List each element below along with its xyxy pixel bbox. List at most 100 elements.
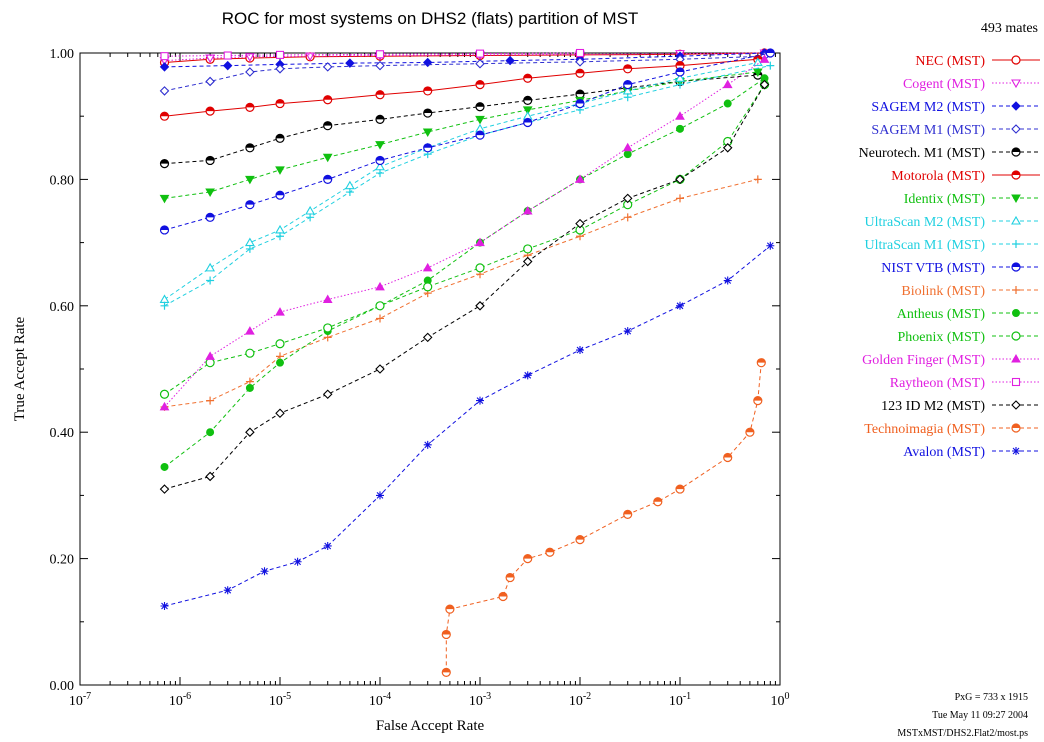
series-line [164,55,765,92]
data-point [723,99,732,108]
data-point [1011,170,1021,180]
data-point [376,314,384,323]
data-point [275,64,285,74]
data-point [523,73,533,83]
data-point [575,57,585,67]
data-point [1011,423,1021,433]
legend-label: Cogent (MST) [903,77,985,92]
data-point [675,484,685,494]
legend-item: 123 ID M2 (MST) [881,399,1040,414]
x-tick-label: 10-4 [369,691,391,709]
data-point [575,89,585,99]
data-point [575,48,585,58]
data-point [206,276,215,285]
data-point [523,95,533,106]
data-point [423,282,433,292]
legend-item: SAGEM M1 (MST) [871,123,1040,138]
data-point [1011,377,1021,387]
data-point [1012,240,1020,248]
data-point [766,241,775,250]
series-line [164,71,758,199]
legend-label: Raytheon (MST) [890,376,986,391]
data-point [206,396,215,405]
data-point [159,225,170,235]
legend-label: Motorola (MST) [891,169,985,184]
data-point [445,604,455,614]
data-point [275,166,285,175]
data-point [275,339,285,349]
data-point [1012,447,1020,455]
data-point [275,408,285,419]
data-point [159,401,170,411]
data-point [293,557,302,566]
chart-title: ROC for most systems on DHS2 (flats) par… [222,9,639,28]
legend-item: Motorola (MST) [891,169,1040,184]
data-point [344,180,355,190]
corner-note: 493 mates [981,21,1038,36]
data-point [205,212,215,222]
data-point [1011,101,1021,111]
data-point [723,452,733,463]
data-point [323,323,333,333]
data-point [205,155,215,166]
series-layer [159,48,775,677]
data-point [1011,194,1021,204]
data-point [205,262,216,272]
data-point [376,491,384,500]
data-point [575,218,585,229]
data-point [475,263,485,273]
data-point [1011,262,1021,272]
series-group [159,70,763,169]
data-point [245,244,254,253]
data-point [245,348,255,358]
data-point [323,121,333,131]
y-tick-label: 0.60 [50,300,75,315]
legend-label: Phoenix (MST) [898,330,986,345]
data-point [676,80,684,89]
x-axis-label: False Accept Rate [376,718,485,734]
data-point [675,67,685,77]
data-point [376,169,384,178]
footer-line-1: PxG = 733 x 1915 [955,692,1028,703]
data-point [423,108,433,118]
series-group [160,48,585,61]
data-point [323,541,332,550]
legend-label: Technoimagia (MST) [864,422,985,437]
legend-item: Phoenix (MST) [898,330,1040,345]
data-point [205,351,215,360]
data-point [375,281,385,291]
legend-item: Avalon (MST) [903,445,1040,460]
legend-label: UltraScan M1 (MST) [864,238,985,253]
data-point [522,256,533,267]
data-point [722,143,733,153]
data-point [275,307,285,316]
data-point [623,64,633,74]
data-point [1011,400,1021,410]
data-point [1011,215,1021,225]
data-point [545,547,555,557]
data-point [245,143,255,153]
data-point [159,484,170,494]
data-point [159,159,170,169]
series-line [164,52,765,68]
y-axis-label: True Accept Rate [12,316,28,421]
data-point [676,301,684,310]
data-point [423,440,432,449]
data-point [275,98,285,109]
data-point [375,364,385,374]
axes: 10-7 10-6 10-5 10-4 10-3 10-2 10-1 100 0.00 0.20 0… [50,47,790,709]
series-line [164,58,765,408]
data-point [305,205,316,215]
data-point [345,188,354,197]
data-point [722,79,733,89]
y-tick-label: 0.40 [50,426,75,441]
data-point [676,194,684,203]
legend-label: Avalon (MST) [903,445,985,460]
data-point [422,332,433,343]
series-line [164,65,771,307]
data-point [323,95,333,105]
y-tick-label: 0.00 [50,679,75,694]
data-point [523,117,533,128]
data-point [245,427,255,437]
